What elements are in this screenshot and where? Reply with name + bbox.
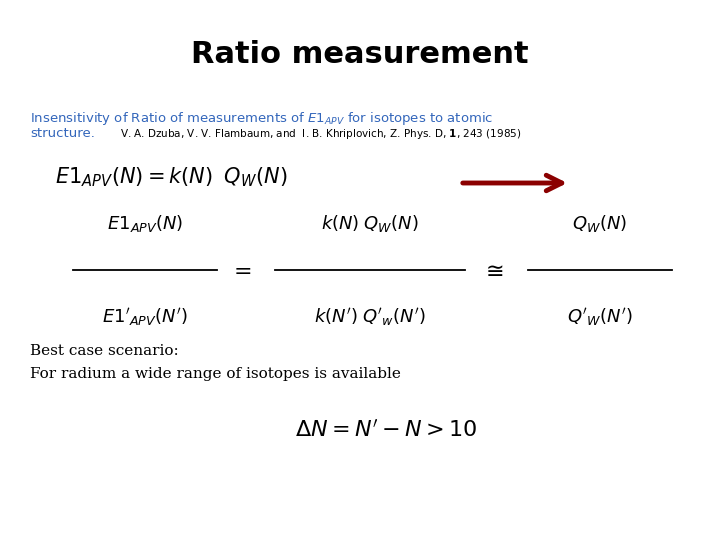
Text: $E1_{APV}(N) = k(N)\;\; Q_W(N)$: $E1_{APV}(N) = k(N)\;\; Q_W(N)$	[55, 165, 287, 188]
Text: V. A. Dzuba, V. V. Flambaum, and  I. B. Khriplovich, Z. Phys. D, $\mathbf{1}$, 2: V. A. Dzuba, V. V. Flambaum, and I. B. K…	[120, 127, 521, 141]
Text: For radium a wide range of isotopes is available: For radium a wide range of isotopes is a…	[30, 367, 401, 381]
Text: $\Delta N = N' - N > 10$: $\Delta N = N' - N > 10$	[295, 420, 477, 442]
Text: $\cong$: $\cong$	[481, 259, 503, 281]
Text: $E1'_{APV}(N')$: $E1'_{APV}(N')$	[102, 306, 188, 328]
Text: Best case scenario:: Best case scenario:	[30, 344, 179, 358]
Text: $=$: $=$	[229, 259, 251, 281]
Text: Ratio measurement: Ratio measurement	[192, 40, 528, 69]
Text: Insensitivity of Ratio of measurements of $E1_{APV}$ for isotopes to atomic: Insensitivity of Ratio of measurements o…	[30, 110, 493, 127]
Text: $E1_{APV}(N)$: $E1_{APV}(N)$	[107, 213, 183, 234]
Text: $Q_W(N)$: $Q_W(N)$	[572, 213, 628, 234]
Text: structure.: structure.	[30, 127, 95, 140]
Text: $k(N')\; Q'_w(N')$: $k(N')\; Q'_w(N')$	[314, 306, 426, 328]
Text: $Q'_W(N')$: $Q'_W(N')$	[567, 306, 633, 328]
Text: $k(N)\; Q_W(N)$: $k(N)\; Q_W(N)$	[321, 213, 419, 234]
